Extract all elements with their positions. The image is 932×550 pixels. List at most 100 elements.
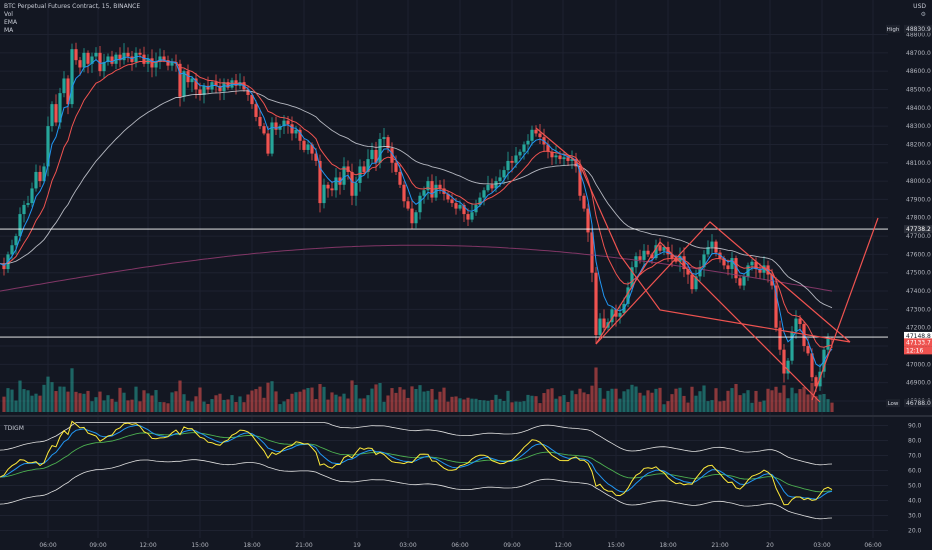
candle-body bbox=[510, 160, 514, 163]
volume-bar bbox=[650, 392, 654, 412]
volume-bar bbox=[422, 391, 426, 412]
volume-bar bbox=[606, 390, 610, 412]
volume-bar bbox=[198, 387, 202, 412]
candle-body bbox=[686, 269, 690, 275]
tag-bg bbox=[904, 331, 932, 340]
candle-body bbox=[502, 170, 506, 178]
countdown-label: 12:16 bbox=[906, 347, 923, 354]
candle-body bbox=[42, 166, 46, 182]
volume-bar bbox=[306, 388, 310, 412]
volume-bar bbox=[286, 399, 290, 412]
volume-bar bbox=[510, 402, 514, 412]
ma-white-line bbox=[0, 90, 833, 309]
candle-body bbox=[490, 184, 494, 189]
indicator-legend[interactable]: TDIGM bbox=[4, 425, 24, 432]
volume-bar bbox=[746, 390, 750, 412]
candle-body bbox=[70, 49, 74, 105]
time-tick-label: 15:00 bbox=[607, 542, 624, 549]
volume-bar bbox=[186, 400, 190, 412]
candle-body bbox=[374, 149, 378, 163]
candle-body bbox=[102, 61, 106, 72]
ma-legend[interactable]: MA bbox=[4, 27, 14, 34]
volume-bar bbox=[202, 401, 206, 412]
candle-body bbox=[390, 148, 394, 163]
volume-bar bbox=[26, 390, 30, 412]
volume-bar bbox=[694, 395, 698, 412]
ema-legend[interactable]: EMA bbox=[4, 19, 18, 26]
candle-body bbox=[654, 245, 658, 259]
time-tick-label: 06:00 bbox=[39, 542, 56, 549]
volume-bar bbox=[602, 398, 606, 412]
volume-bar bbox=[538, 403, 542, 412]
candle-body bbox=[394, 162, 398, 172]
candle-body bbox=[310, 144, 314, 154]
candle-body bbox=[74, 49, 78, 61]
candle-body bbox=[826, 338, 830, 350]
candle-body bbox=[410, 208, 414, 224]
candle-body bbox=[638, 256, 642, 260]
tdi-tick-label: 40.0 bbox=[908, 498, 922, 505]
candle-body bbox=[318, 160, 322, 204]
candle-body bbox=[274, 122, 278, 130]
high-price-tag: High 48830.9 bbox=[886, 24, 932, 33]
volume-bar bbox=[622, 391, 626, 412]
candle-body bbox=[14, 236, 18, 246]
tag-bg bbox=[904, 399, 932, 408]
volume-bar bbox=[786, 398, 790, 412]
candle-body bbox=[178, 63, 182, 97]
volume-bar bbox=[214, 395, 218, 412]
symbol-title: BTC Perpetual Futures Contract, 15, BINA… bbox=[4, 3, 141, 10]
candle-body bbox=[530, 129, 534, 141]
volume-bar bbox=[298, 391, 302, 412]
candle-body bbox=[458, 204, 462, 209]
volume-bar bbox=[42, 384, 46, 412]
volume-bar bbox=[2, 396, 6, 412]
volume-bar bbox=[230, 395, 234, 412]
candle-body bbox=[602, 318, 606, 328]
volume-bar bbox=[134, 386, 138, 412]
volume-bar bbox=[402, 389, 406, 412]
candle-body bbox=[642, 250, 646, 260]
time-axis: 06:00 09:00 12:00 15:00 18:00 21:00 19 03:00 06:… bbox=[39, 542, 881, 549]
volume-bar bbox=[670, 394, 674, 412]
tdi-price-line bbox=[0, 420, 833, 506]
candle-body bbox=[674, 258, 678, 262]
candle-body bbox=[118, 54, 122, 61]
volume-bar bbox=[138, 401, 142, 412]
volume-bar bbox=[14, 400, 18, 412]
candle-body bbox=[250, 94, 254, 105]
candle-body bbox=[334, 177, 338, 191]
volume-bar bbox=[22, 389, 26, 412]
volume-bar bbox=[130, 399, 134, 412]
volume-bar bbox=[158, 401, 162, 412]
volume-bar bbox=[482, 400, 486, 412]
price-tick-label: 47300.0 bbox=[906, 306, 931, 313]
volume-bar bbox=[294, 392, 298, 412]
candle-body bbox=[550, 151, 554, 158]
volume-bar bbox=[546, 389, 550, 412]
candle-body bbox=[570, 159, 574, 161]
volume-bar bbox=[122, 392, 126, 412]
volume-bar bbox=[710, 400, 714, 412]
candle-body bbox=[38, 171, 42, 182]
volume-bar bbox=[674, 388, 678, 412]
price-tick-label: 48000.0 bbox=[906, 178, 931, 185]
volume-bar bbox=[574, 394, 578, 412]
candle-body bbox=[574, 159, 578, 167]
volume-bar bbox=[658, 387, 662, 412]
volume-bar bbox=[794, 393, 798, 412]
volume-bar bbox=[822, 394, 826, 412]
volume-bar bbox=[774, 386, 778, 412]
volume-bar bbox=[206, 403, 210, 412]
candle-body bbox=[814, 377, 818, 387]
currency-label[interactable]: USD bbox=[913, 3, 926, 10]
time-tick-label: 03:00 bbox=[399, 542, 416, 549]
tag-value: 47133.7 bbox=[906, 339, 931, 346]
candle-body bbox=[794, 318, 798, 332]
volume-bar bbox=[626, 389, 630, 412]
tdi-tick-label: 70.0 bbox=[908, 453, 922, 460]
gear-icon[interactable]: ⚙ bbox=[920, 11, 926, 18]
volume-legend[interactable]: Vol bbox=[4, 11, 13, 18]
volume-bar bbox=[578, 388, 582, 412]
